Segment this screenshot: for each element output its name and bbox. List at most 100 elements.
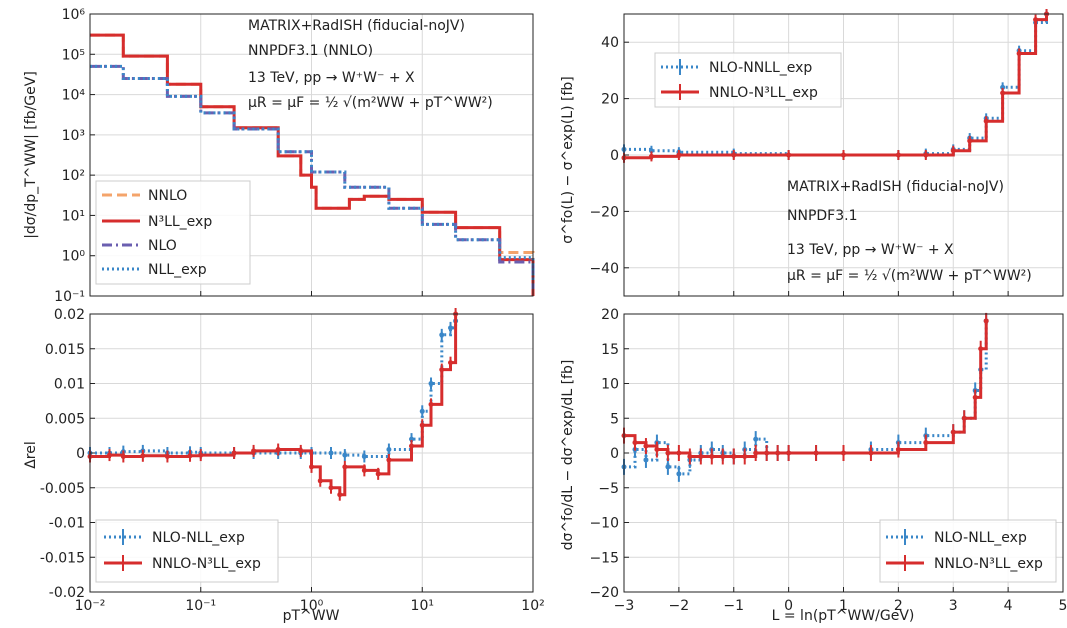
tr-ytick-label: 40: [601, 35, 619, 51]
br-series-1-point: [786, 450, 792, 456]
panel-top-left: 10⁻¹ 10⁰ 10¹ 10² 10³ 10⁴ 10⁵ 10⁶ |dσ/dp_T^WW| […: [23, 7, 535, 305]
panel-bottom-left: -0.02 -0.015 -0.01 -0.005 0 0.005 0.01 0.015 0.0…: [23, 307, 545, 624]
br-xtick-label: 3: [949, 598, 958, 614]
br-series-1-point: [895, 447, 901, 453]
br-series-1-point: [665, 450, 671, 456]
bl-series-1-point: [309, 464, 314, 470]
tl-series-2-line: [90, 64, 535, 289]
br-xlabel: L = ln(pT^WW/GeV): [772, 608, 915, 624]
bl-legend-red: NNLO-N³LL_exp: [152, 556, 261, 572]
br-xtick-label: 5: [1059, 598, 1067, 614]
br-xtick-label: 4: [1004, 598, 1013, 614]
bl-series-1-point: [361, 467, 367, 473]
bl-series-0-point: [448, 325, 454, 331]
tr-annot-4: μR = μF = ½ √(m²WW + pT^WW²): [787, 268, 1032, 284]
tr-series-1-point: [1016, 50, 1022, 56]
tl-ytick-label: 10¹: [62, 208, 85, 224]
br-series-1-point: [654, 447, 660, 453]
br-series-1-point: [632, 440, 638, 446]
bl-legend: NLO-NLL_exp NNLO-N³LL_exp: [95, 519, 279, 583]
bl-ytick-label: 0.01: [54, 377, 85, 393]
bl-series-1-point: [251, 448, 257, 454]
tl-annotations: MATRIX+RadISH (fiducial-noJV) NNPDF3.1 (…: [248, 18, 493, 111]
bl-ytick-label: 0.005: [45, 411, 85, 427]
br-series-1-line: [624, 320, 988, 458]
tr-ytick-label: 20: [601, 92, 619, 108]
br-ytick-label: 20: [601, 307, 619, 323]
br-series-1-point: [731, 453, 737, 459]
bl-series-1-point: [164, 453, 170, 459]
br-series-1-point: [742, 453, 748, 459]
tr-series-1-point: [923, 152, 929, 158]
bl-xtick-label: 10⁰: [300, 598, 324, 614]
bl-xtick-label: 10⁻²: [75, 598, 106, 614]
bl-xtick-label: 10⁻¹: [185, 598, 216, 614]
bl-series-0-point: [428, 381, 434, 386]
tl-ytick-label: 10⁴: [62, 88, 86, 104]
tr-series-1-point: [1000, 90, 1006, 96]
br-ytick-label: 15: [601, 342, 619, 358]
br-series: [621, 312, 989, 482]
br-series-1-point: [687, 453, 693, 459]
br-series-1-point: [676, 450, 682, 456]
bl-series-0-point: [419, 408, 425, 414]
bl-series-1-point: [107, 452, 113, 458]
bl-series-1-point: [448, 360, 454, 366]
br-series-0-point: [643, 457, 649, 463]
tr-series-0-point: [1000, 84, 1006, 90]
br-ytick-label: 10: [601, 377, 619, 393]
br-ytick-label: −15: [589, 550, 619, 566]
tl-legend-nnlo: NNLO: [148, 188, 187, 204]
tr-series-1-point: [676, 152, 682, 158]
tl-ytick-label: 10⁵: [62, 47, 85, 63]
tr-series-1-point: [950, 148, 956, 154]
bl-series-1-point: [409, 443, 415, 449]
bl-ytick-label: -0.02: [49, 585, 85, 601]
bl-series-1-point: [140, 453, 146, 459]
br-xtick-label: 0: [784, 598, 793, 614]
tl-annot-3: 13 TeV, pp → W⁺W⁻ + X: [248, 70, 415, 86]
br-xtick-label: 2: [894, 598, 903, 614]
br-series-0-point: [676, 471, 682, 477]
br-series-1-point: [868, 450, 874, 456]
tr-series-1-point: [786, 152, 792, 158]
br-series-1-point: [978, 346, 984, 352]
bl-series-1-point: [231, 450, 237, 456]
br-ytick-label: −5: [598, 481, 619, 497]
br-series-1-point: [813, 450, 819, 456]
tl-series: [90, 33, 535, 296]
tl-legend-box: [95, 180, 251, 285]
bl-series-1-point: [275, 447, 281, 453]
tl-ylabel: |dσ/dp_T^WW| [fb/GeV]: [23, 71, 39, 239]
bl-series-1-point: [187, 453, 193, 459]
br-series-1-point: [698, 453, 704, 459]
tr-series-1-point: [983, 118, 989, 124]
tr-series-1-point: [841, 152, 846, 158]
bl-series-1-point: [428, 401, 434, 407]
br-legend-red: NNLO-N³LL_exp: [934, 556, 1043, 572]
tr-legend: NLO-NNLL_exp NNLO-N³LL_exp: [654, 52, 842, 108]
br-series-1-point: [950, 429, 956, 435]
bl-series-1-point: [317, 478, 323, 484]
tr-series-1-point: [1033, 17, 1039, 23]
bl-ytick-label: 0.02: [54, 307, 85, 323]
tr-series: [621, 9, 1050, 163]
tr-series-1-point: [967, 138, 973, 144]
br-series-1-point: [720, 453, 726, 459]
bl-series-0-point: [439, 332, 445, 338]
bl-xtick-label: 10¹: [411, 598, 434, 614]
tl-ticks: 10⁻¹ 10⁰ 10¹ 10² 10³ 10⁴ 10⁵ 10⁶: [54, 7, 534, 305]
br-ylabel: dσ^fo/dL − dσ^exp/dL [fb]: [560, 360, 576, 551]
br-series-1-point: [983, 318, 989, 324]
bl-series-0-point: [328, 450, 334, 456]
bl-ticks: -0.02 -0.015 -0.01 -0.005 0 0.005 0.01 0.015 0.0…: [40, 307, 545, 614]
tl-legend: NNLO N³LL_exp NLO NLL_exp: [95, 180, 251, 285]
tr-ylabel: σ^fo(L) − σ^exp(L) [fb]: [560, 76, 576, 244]
bl-series-1-point: [120, 453, 126, 459]
tl-ytick-label: 10⁰: [62, 249, 86, 265]
br-series-1-point: [643, 443, 649, 449]
bl-series-0-line: [90, 320, 458, 458]
br-xtick-label: 1: [839, 598, 848, 614]
